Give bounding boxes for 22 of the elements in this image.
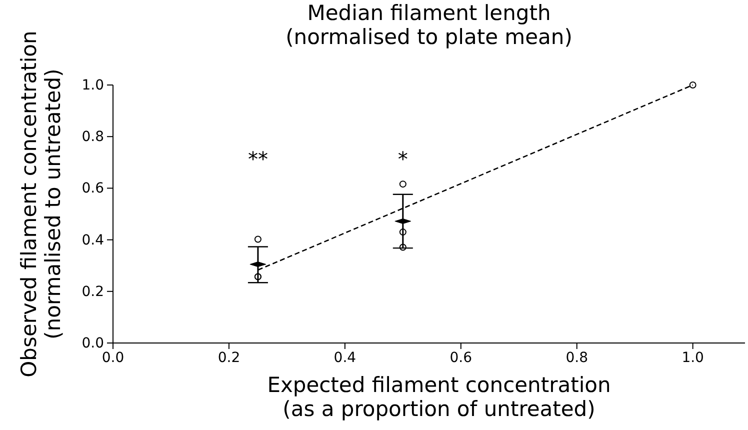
point: [399, 244, 406, 251]
point: [399, 228, 406, 236]
y-axis-title: Observed filament concentration (normalised to untreated): [17, 30, 66, 378]
annotation: *: [398, 147, 408, 171]
x-tick-label: 0.8: [566, 350, 588, 366]
x-tick-label: 0.2: [218, 350, 240, 366]
y-tick-label: 0.0: [82, 335, 104, 352]
y-tick-label: 0.2: [82, 284, 104, 300]
y-tick-label: 0.8: [82, 129, 104, 146]
annotation: **: [248, 147, 268, 171]
x-axis-title: Expected filament concentration (as a proportion of untreated): [267, 373, 611, 422]
y-tick-label: 1.0: [82, 77, 104, 94]
point: [254, 236, 262, 243]
y-tick-label: 0.6: [82, 180, 104, 197]
y-tick-label: 0.4: [82, 232, 104, 248]
point: [399, 180, 406, 188]
x-tick-label: 1.0: [682, 350, 704, 366]
x-tick-label: 0.0: [102, 350, 124, 366]
chart-title: Median filament length (normalised to plate mean): [286, 1, 572, 50]
x-tick-label: 0.4: [334, 350, 356, 366]
x-tick-label: 0.6: [450, 350, 472, 366]
point: [689, 82, 696, 88]
